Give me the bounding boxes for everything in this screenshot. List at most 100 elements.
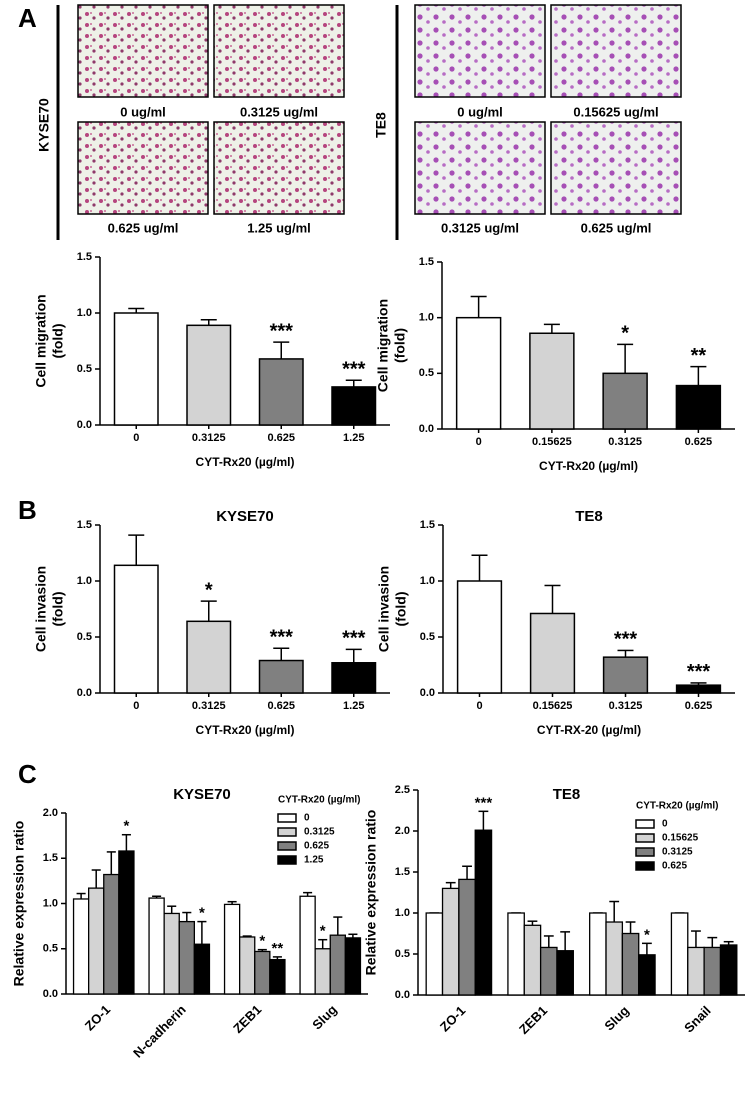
bar — [670, 912, 689, 996]
y-tick-label: 1.0 — [77, 307, 92, 319]
bar — [458, 878, 476, 996]
legend-title: CYT-Rx20 (µg/ml) — [278, 795, 360, 806]
y-tick-label: 1.5 — [395, 866, 410, 878]
micrograph — [414, 121, 546, 215]
bar — [148, 897, 165, 995]
significance: *** — [687, 661, 711, 683]
legend-label: 0.625 — [304, 841, 329, 852]
y-axis-label: Cell invasion — [376, 566, 392, 652]
y-tick-label: 1.5 — [77, 519, 92, 531]
y-axis-label: Cell migration — [33, 294, 49, 387]
x-tick-label: N-cadherin — [130, 1002, 189, 1061]
bar — [675, 384, 722, 430]
x-tick-label: ZO-1 — [437, 1003, 469, 1035]
x-tick-label: 1.25 — [343, 432, 364, 444]
bar — [331, 662, 377, 694]
legend-swatch — [277, 827, 297, 837]
micrograph — [414, 4, 546, 98]
legend-swatch — [635, 833, 655, 843]
y-tick-label: 0.5 — [420, 631, 435, 643]
bar — [269, 958, 286, 995]
y-tick-label: 1.0 — [420, 575, 435, 587]
micrograph — [550, 121, 682, 215]
micrograph-caption: 0.3125 ug/ml — [441, 220, 519, 235]
bar — [539, 946, 558, 996]
bar — [675, 684, 722, 694]
significance: * — [199, 905, 205, 922]
panel-label: C — [18, 759, 37, 789]
bar — [455, 316, 502, 430]
bar — [186, 620, 232, 694]
bar — [331, 386, 377, 426]
y-axis-label: Relative expression ratio — [11, 821, 27, 987]
x-axis-label: CYT-Rx20 (µg/ml) — [196, 723, 295, 737]
y-axis-label: (fold) — [392, 328, 408, 363]
bar — [529, 332, 575, 430]
x-tick-label: 0.625 — [267, 700, 295, 712]
bar — [103, 873, 120, 995]
x-tick-label: 0.3125 — [192, 432, 226, 444]
x-tick-label: ZEB1 — [230, 1002, 264, 1036]
micrograph-caption: 0.625 ug/ml — [581, 220, 652, 235]
significance: * — [621, 323, 629, 345]
bar — [441, 887, 460, 996]
x-tick-label: Slug — [601, 1003, 632, 1034]
chart-title: KYSE70 — [173, 786, 231, 803]
y-tick-label: 2.0 — [43, 807, 58, 819]
significance: * — [644, 926, 650, 943]
y-tick-label: 0.5 — [43, 943, 58, 955]
micrograph-caption: 0 ug/ml — [120, 104, 166, 119]
bar — [474, 829, 493, 996]
panel-label: B — [18, 495, 37, 525]
x-tick-label: 0 — [133, 432, 139, 444]
significance: * — [320, 923, 326, 940]
bar — [178, 920, 196, 995]
bar — [186, 324, 232, 426]
y-tick-label: 1.0 — [43, 897, 58, 909]
bar — [223, 903, 241, 995]
legend-label: 0 — [304, 813, 310, 824]
x-tick-label: ZO-1 — [82, 1002, 114, 1034]
y-tick-label: 0.0 — [77, 419, 92, 431]
significance: *** — [342, 358, 366, 380]
y-tick-label: 0.5 — [77, 631, 92, 643]
legend-swatch — [277, 813, 297, 823]
bar — [589, 912, 607, 996]
bar — [113, 312, 159, 426]
micrograph-caption: 0.15625 ug/ml — [573, 104, 658, 119]
y-axis-label: Cell migration — [375, 299, 391, 392]
micrograph-caption: 1.25 ug/ml — [247, 220, 311, 235]
micrograph — [550, 4, 682, 98]
legend-label: 0 — [662, 819, 668, 830]
legend-label: 0.3125 — [662, 847, 693, 858]
micrograph-caption: 0.3125 ug/ml — [240, 104, 318, 119]
bar — [602, 656, 649, 694]
significance: ** — [691, 345, 707, 367]
bar — [602, 372, 648, 430]
x-tick-label: 0 — [476, 700, 482, 712]
y-axis-label: Relative expression ratio — [363, 810, 379, 976]
x-axis-label: CYT-Rx20 (µg/ml) — [196, 455, 295, 469]
micrograph — [77, 121, 209, 215]
micrograph — [213, 4, 345, 98]
x-tick-label: 0.625 — [267, 432, 295, 444]
y-tick-label: 2.5 — [395, 784, 410, 796]
y-tick-label: 1.0 — [395, 907, 410, 919]
bar — [687, 946, 705, 996]
micrograph-caption: 0 ug/ml — [457, 104, 503, 119]
y-tick-label: 0.0 — [43, 988, 58, 1000]
x-tick-label: 1.25 — [343, 700, 364, 712]
bar — [113, 564, 159, 694]
bar — [72, 898, 90, 995]
significance: * — [259, 933, 265, 950]
x-axis-label: CYT-RX-20 (µg/ml) — [537, 723, 641, 737]
x-tick-label: 0.625 — [685, 436, 713, 448]
y-axis-label: (fold) — [50, 592, 66, 627]
bar — [621, 932, 640, 996]
bar — [703, 946, 722, 996]
legend-label: 0.3125 — [304, 827, 335, 838]
significance: ** — [272, 940, 284, 957]
legend-swatch — [635, 819, 655, 829]
significance: *** — [270, 320, 294, 342]
bar — [523, 924, 542, 996]
